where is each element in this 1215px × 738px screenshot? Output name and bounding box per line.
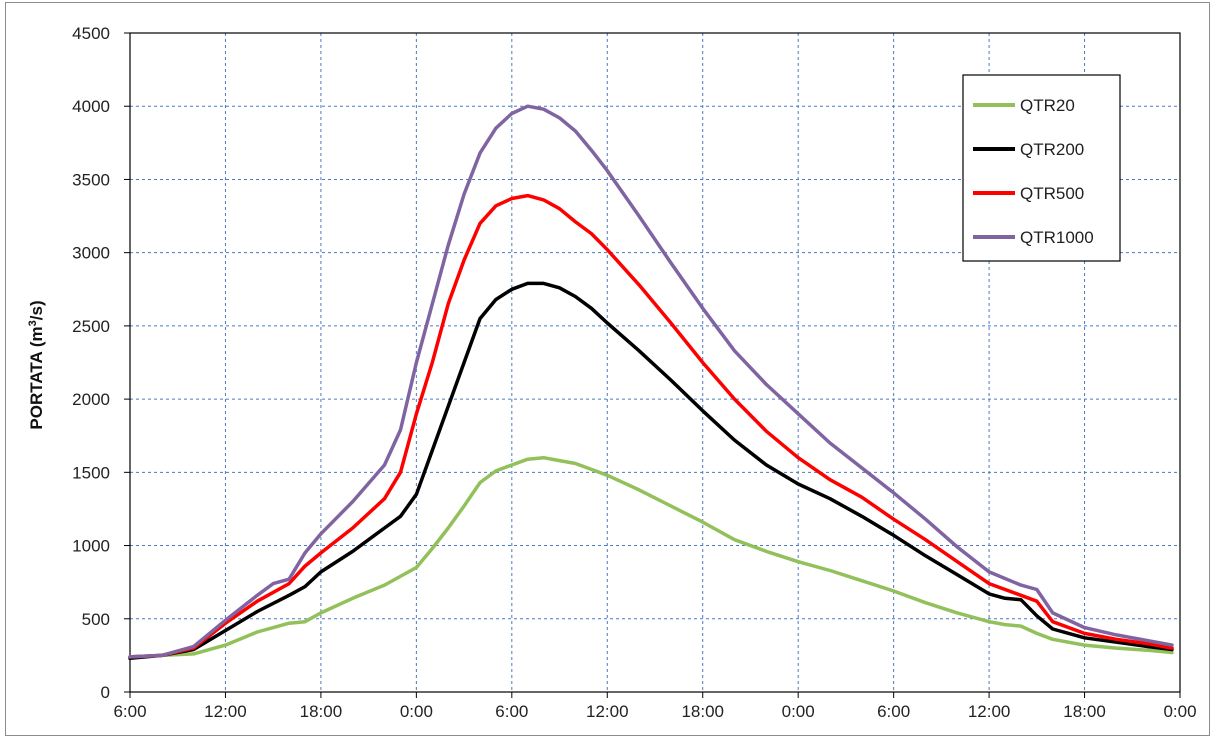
x-tick-label: 6:00 — [113, 702, 146, 721]
y-tick-label: 500 — [82, 610, 110, 629]
x-tick-label: 18:00 — [300, 702, 343, 721]
y-axis-label-suffix: /s) — [27, 300, 46, 320]
x-tick-label: 6:00 — [877, 702, 910, 721]
y-tick-label: 4500 — [72, 24, 110, 43]
x-tick-label: 0:00 — [400, 702, 433, 721]
y-tick-label: 3500 — [72, 170, 110, 189]
legend-label: QTR1000 — [1020, 228, 1094, 247]
y-tick-label: 1000 — [72, 537, 110, 556]
series-lines — [128, 104, 1174, 661]
y-tick-label: 0 — [101, 683, 110, 702]
x-tick-label: 6:00 — [495, 702, 528, 721]
y-tick-label: 3000 — [72, 244, 110, 263]
series-line-qtr200 — [128, 281, 1174, 661]
y-axis-label: PORTATA (m3/s) — [27, 300, 46, 429]
x-tick-label: 18:00 — [1063, 702, 1106, 721]
series-line-qtr500 — [128, 193, 1174, 659]
plot-area — [129, 32, 1181, 693]
legend-label: QTR500 — [1020, 184, 1084, 203]
y-tick-label: 4000 — [72, 97, 110, 116]
legend: QTR20 QTR200 QTR500 QTR1000 — [962, 74, 1121, 262]
legend-label: QTR20 — [1020, 96, 1075, 115]
series-line-qtr20 — [128, 455, 1174, 659]
y-tick-label: 2500 — [72, 317, 110, 336]
y-axis-label-main: PORTATA (m — [27, 326, 46, 429]
y-tick-label: 1500 — [72, 463, 110, 482]
legend-label: QTR200 — [1020, 140, 1084, 159]
x-tick-label: 0:00 — [1163, 702, 1196, 721]
series-line-qtr1000 — [128, 104, 1174, 659]
x-tick-label: 12:00 — [968, 702, 1011, 721]
x-tick-label: 12:00 — [204, 702, 247, 721]
x-axis-ticks: 6:00 12:00 18:00 0:00 6:00 12:00 18:00 0:00 6:00… — [113, 692, 1197, 721]
y-axis-ticks: 0 500 1000 1500 2000 2500 3000 3500 4000 4500 — [72, 24, 130, 702]
x-tick-label: 0:00 — [782, 702, 815, 721]
x-tick-label: 18:00 — [681, 702, 724, 721]
y-axis-label-superscript: 3 — [27, 320, 39, 326]
x-tick-label: 12:00 — [586, 702, 629, 721]
y-tick-label: 2000 — [72, 390, 110, 409]
